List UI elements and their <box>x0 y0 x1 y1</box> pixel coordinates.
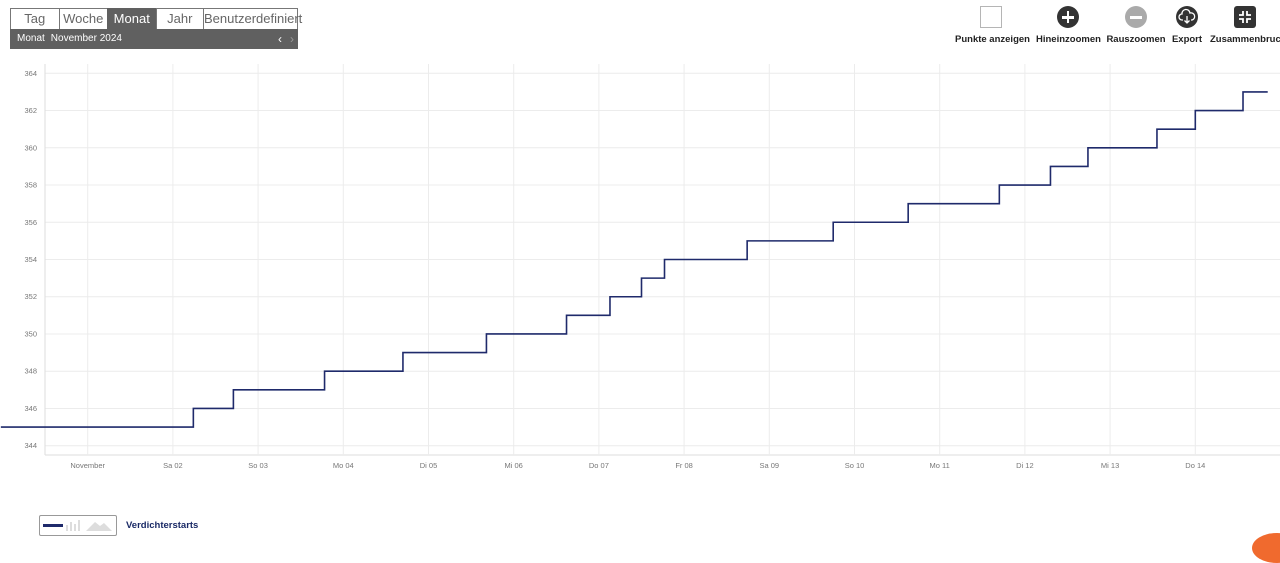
zoom-out-button[interactable]: Rauszoomen <box>1106 6 1166 45</box>
tab-day[interactable]: Tag <box>10 8 59 30</box>
y-tick-label: 362 <box>24 106 37 115</box>
y-tick-label: 348 <box>24 367 37 376</box>
collapse-button[interactable]: Zusammenbruch <box>1210 6 1280 45</box>
period-value: November 2024 <box>50 33 122 44</box>
minus-icon <box>1125 6 1147 28</box>
zoom-out-label: Rauszoomen <box>1106 34 1166 45</box>
collapse-icon <box>1234 6 1256 28</box>
show-points-toggle[interactable]: Punkte anzeigen <box>955 6 1030 45</box>
series-line-verdichterstarts <box>0 91 1268 428</box>
x-tick-label: November <box>70 461 105 470</box>
y-tick-label: 360 <box>24 143 37 152</box>
y-tick-label: 350 <box>24 329 37 338</box>
zoom-in-label: Hineinzoomen <box>1036 34 1101 45</box>
x-tick-label: Mi 13 <box>1101 461 1119 470</box>
chart-grid <box>44 64 1280 456</box>
show-points-label: Punkte anzeigen <box>955 34 1030 45</box>
x-tick-label: Do 07 <box>589 461 609 470</box>
y-tick-label: 358 <box>24 181 37 190</box>
period-type-label: Monat <box>17 33 45 44</box>
period-bar: Monat November 2024 ‹ › <box>10 29 298 49</box>
line-chart[interactable]: 344 346 348 350 352 354 356 358 360 362 364 Novemb… <box>0 60 1280 480</box>
y-tick-label: 354 <box>24 255 37 264</box>
zoom-in-button[interactable]: Hineinzoomen <box>1036 6 1101 45</box>
export-button[interactable]: Export <box>1170 6 1204 45</box>
y-tick-label: 352 <box>24 292 37 301</box>
chevron-right-icon[interactable]: › <box>290 32 294 46</box>
period-tabs: Tag Woche Monat Jahr Benutzerdefiniert <box>10 8 302 30</box>
tab-custom[interactable]: Benutzerdefiniert <box>203 8 302 30</box>
x-tick-label: Mi 06 <box>505 461 523 470</box>
x-tick-label: Di 12 <box>1016 461 1034 470</box>
export-label: Export <box>1171 34 1203 45</box>
tab-month[interactable]: Monat <box>107 8 156 30</box>
x-tick-label: So 03 <box>248 461 268 470</box>
legend-label: Verdichterstarts <box>126 520 199 531</box>
tab-week[interactable]: Woche <box>58 8 107 30</box>
x-tick-label: So 10 <box>845 461 865 470</box>
x-tick-label: Mo 11 <box>930 461 950 470</box>
checkbox-icon <box>980 6 1002 28</box>
collapse-label: Zusammenbruch <box>1210 34 1280 45</box>
series-toggle[interactable] <box>39 515 117 536</box>
x-tick-label: Sa 02 <box>163 461 183 470</box>
cloud-download-icon <box>1176 6 1198 28</box>
x-tick-label: Mo 04 <box>333 461 354 470</box>
chevron-left-icon[interactable]: ‹ <box>278 32 282 46</box>
y-axis-ticks: 344 346 348 350 352 354 356 358 360 362 364 <box>24 69 37 450</box>
x-tick-label: Fr 08 <box>675 461 693 470</box>
y-tick-label: 364 <box>24 69 37 78</box>
x-tick-label: Do 14 <box>1185 461 1205 470</box>
tab-year[interactable]: Jahr <box>155 8 204 30</box>
y-tick-label: 344 <box>24 441 37 450</box>
plus-icon <box>1057 6 1079 28</box>
x-tick-label: Di 05 <box>420 461 438 470</box>
legend-item[interactable]: Verdichterstarts <box>39 515 198 536</box>
period-selector: Tag Woche Monat Jahr Benutzerdefiniert M… <box>10 8 302 49</box>
chart-series <box>0 91 1268 428</box>
x-axis-ticks: November Sa 02 So 03 Mo 04 Di 05 Mi 06 Do 07 Fr… <box>70 461 1205 470</box>
y-tick-label: 356 <box>24 218 37 227</box>
floating-action-button[interactable] <box>1252 533 1280 563</box>
x-tick-label: Sa 09 <box>759 461 779 470</box>
y-tick-label: 346 <box>24 404 37 413</box>
